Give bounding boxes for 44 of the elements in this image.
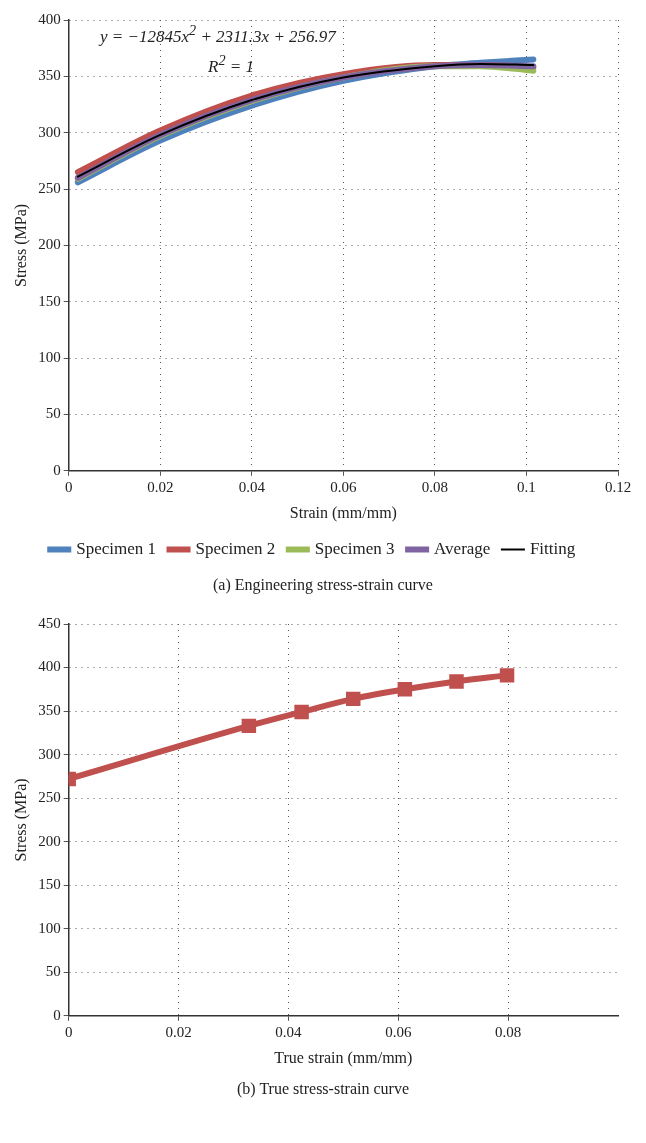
- y-tick-label: 300: [38, 745, 61, 762]
- y-tick-label: 200: [38, 832, 61, 849]
- y-tick-label: 300: [38, 123, 61, 140]
- text: (b) True stress-strain curve: [236, 1080, 410, 1098]
- legend-label: Fitting: [529, 538, 576, 558]
- x-tick-label: 0.02: [165, 1023, 192, 1040]
- x-tick-label: 0: [64, 1023, 73, 1040]
- legend-label: Specimen 1: [76, 538, 157, 558]
- y-tick-label: 150: [38, 876, 61, 893]
- y-axis-title: Stress (MPa): [11, 778, 30, 862]
- y-tick-label: 400: [38, 10, 61, 27]
- legend-label: Specimen 3: [314, 538, 395, 558]
- y-tick-label: 200: [38, 236, 61, 253]
- y-tick-label: 400: [38, 658, 61, 675]
- y-tick-label: 350: [38, 67, 61, 84]
- x-tick-label: 0.08: [495, 1023, 522, 1040]
- legend-label: Average: [434, 538, 491, 558]
- x-tick-label: 0.1: [517, 478, 536, 495]
- x-axis-title: Strain (mm/mm): [289, 503, 397, 522]
- y-tick-label: 50: [45, 405, 61, 422]
- y-tick-label: 450: [38, 614, 61, 631]
- x-tick-label: 0: [64, 478, 73, 495]
- text: (a) Engineering stress-strain curve: [212, 576, 434, 594]
- y-tick-label: 150: [38, 292, 61, 309]
- y-tick-label: 250: [38, 789, 61, 806]
- y-tick-label: 100: [38, 919, 61, 936]
- legend-label: Specimen 2: [195, 538, 276, 558]
- x-tick-label: 0.12: [604, 478, 632, 495]
- x-tick-label: 0.02: [147, 478, 174, 495]
- x-tick-label: 0.06: [385, 1023, 412, 1040]
- y-tick-label: 0: [53, 1006, 61, 1023]
- x-tick-label: 0.06: [330, 478, 357, 495]
- y-tick-label: 100: [38, 349, 61, 366]
- annotation: R$^{2}$ = 1: [208, 52, 254, 77]
- y-tick-label: 0: [53, 461, 61, 478]
- x-tick-label: 0.04: [275, 1023, 303, 1040]
- x-tick-label: 0.04: [238, 478, 266, 495]
- x-axis-title: True strain (mm/mm): [274, 1048, 413, 1067]
- annotation: y = −12845x$^{2}$ + 2311.3x + 256.97: [100, 22, 336, 47]
- y-axis-title: Stress (MPa): [11, 203, 30, 287]
- x-tick-label: 0.08: [421, 478, 449, 495]
- y-tick-label: 50: [45, 963, 61, 980]
- y-tick-label: 250: [38, 179, 61, 196]
- y-tick-label: 350: [38, 702, 61, 718]
